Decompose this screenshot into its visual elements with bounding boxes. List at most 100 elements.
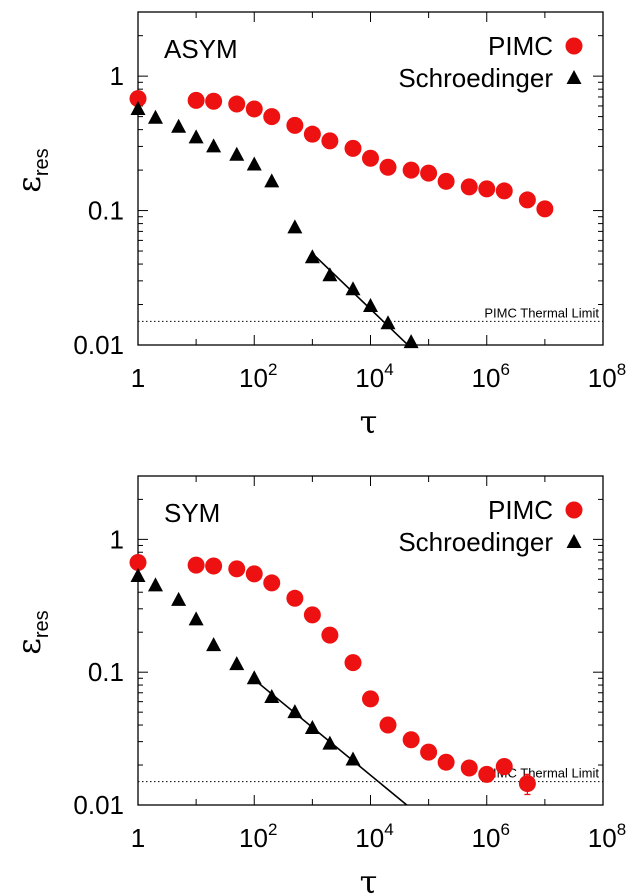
pimc-point — [495, 182, 513, 200]
x-tick-base: 10 — [588, 823, 617, 853]
pimc-point — [362, 149, 379, 167]
pimc-point — [286, 116, 304, 134]
y-tick-label: 1 — [110, 61, 124, 91]
pimc-point — [495, 757, 513, 775]
x-tick-base: 10 — [355, 823, 384, 853]
x-tick-exponent: 6 — [500, 820, 509, 839]
y-axis-title: εres — [10, 610, 53, 654]
legend-label-pimc: PIMC — [488, 495, 553, 525]
schroedinger-point — [246, 670, 262, 685]
x-axis-title: τ — [360, 863, 378, 896]
schroedinger-point — [130, 100, 146, 115]
pimc-point — [460, 178, 478, 196]
legend-label-schroedinger: Schroedinger — [398, 63, 553, 93]
schroedinger-point — [171, 118, 187, 133]
pimc-point — [205, 92, 223, 110]
schroedinger-point — [171, 591, 187, 606]
pimc-point — [437, 172, 455, 190]
y-axis-symbol: ε — [10, 638, 48, 655]
series-pimc — [129, 90, 554, 218]
pimc-point — [321, 626, 339, 644]
y-axis-symbol: ε — [10, 176, 48, 193]
pimc-point — [228, 560, 246, 578]
pimc-point — [420, 743, 438, 761]
schroedinger-point — [147, 577, 163, 592]
x-tick-label: 102 — [239, 360, 277, 393]
schroedinger-point — [264, 173, 280, 188]
x-tick-exponent: 8 — [617, 820, 626, 839]
legend-marker-pimc — [565, 37, 583, 55]
pimc-point — [205, 557, 223, 575]
pimc-point — [518, 775, 536, 793]
x-tick-base: 10 — [239, 823, 268, 853]
schroedinger-point — [304, 719, 320, 734]
x-tick-exponent: 4 — [384, 360, 393, 379]
x-tick-label: 104 — [355, 360, 393, 393]
pimc-point — [460, 759, 478, 777]
y-tick-label: 0.01 — [73, 790, 124, 820]
pimc-point — [187, 556, 205, 574]
x-tick-exponent: 8 — [617, 360, 626, 379]
pimc-point — [402, 731, 420, 749]
schroedinger-point — [345, 281, 361, 296]
pimc-point — [344, 654, 362, 672]
x-tick-base: 10 — [239, 363, 268, 393]
pimc-point — [245, 565, 263, 583]
pimc-point — [228, 95, 246, 113]
series-pimc — [129, 553, 536, 796]
pimc-point — [478, 765, 496, 783]
x-tick-exponent: 6 — [500, 360, 509, 379]
x-tick-label: 102 — [239, 820, 277, 853]
schroedinger-point — [403, 334, 419, 349]
pimc-point — [129, 90, 147, 108]
pimc-point — [187, 91, 205, 109]
pimc-point — [245, 100, 263, 118]
schroedinger-point — [229, 146, 245, 161]
pimc-point — [303, 125, 321, 143]
schroedinger-point — [264, 689, 280, 704]
x-tick-exponent: 2 — [268, 360, 277, 379]
panel-label-asym: ASYM — [164, 34, 238, 64]
pimc-point — [402, 161, 420, 179]
schroedinger-point — [322, 735, 338, 750]
y-axis-title: εres — [10, 148, 53, 192]
pimc-point — [303, 606, 321, 624]
panel-label-sym: SYM — [164, 498, 220, 528]
pimc-point — [379, 158, 397, 176]
pimc-point — [518, 191, 536, 209]
x-axis-title: τ — [360, 403, 378, 441]
schroedinger-point — [147, 109, 163, 124]
series-schroedinger — [130, 100, 419, 349]
x-tick-base: 1 — [131, 363, 145, 393]
x-tick-exponent: 2 — [268, 820, 277, 839]
pimc-point — [263, 574, 281, 592]
x-tick-base: 1 — [131, 823, 145, 853]
x-tick-base: 10 — [472, 363, 501, 393]
schroedinger-point — [322, 267, 338, 282]
schroedinger-point — [246, 156, 262, 171]
schroedinger-fit-line — [311, 252, 410, 345]
y-tick-label: 0.1 — [88, 196, 124, 226]
pimc-point — [536, 200, 554, 218]
schroedinger-point — [130, 567, 146, 582]
x-tick-label: 106 — [472, 820, 510, 853]
thermal-limit-label: PIMC Thermal Limit — [484, 305, 599, 320]
pimc-point — [321, 132, 339, 150]
y-tick-label: 1 — [110, 524, 124, 554]
pimc-point — [129, 553, 147, 571]
schroedinger-point — [380, 315, 396, 330]
pimc-point — [420, 164, 438, 182]
schroedinger-point — [206, 138, 222, 153]
thermal-limit-label: PIMC Thermal Limit — [484, 766, 599, 781]
schroedinger-point — [188, 129, 204, 144]
x-tick-base: 10 — [588, 363, 617, 393]
pimc-point — [286, 589, 304, 607]
x-tick-base: 10 — [472, 823, 501, 853]
schroedinger-point — [363, 298, 378, 313]
series-schroedinger — [130, 567, 361, 766]
y-axis-subscript: res — [31, 148, 53, 176]
